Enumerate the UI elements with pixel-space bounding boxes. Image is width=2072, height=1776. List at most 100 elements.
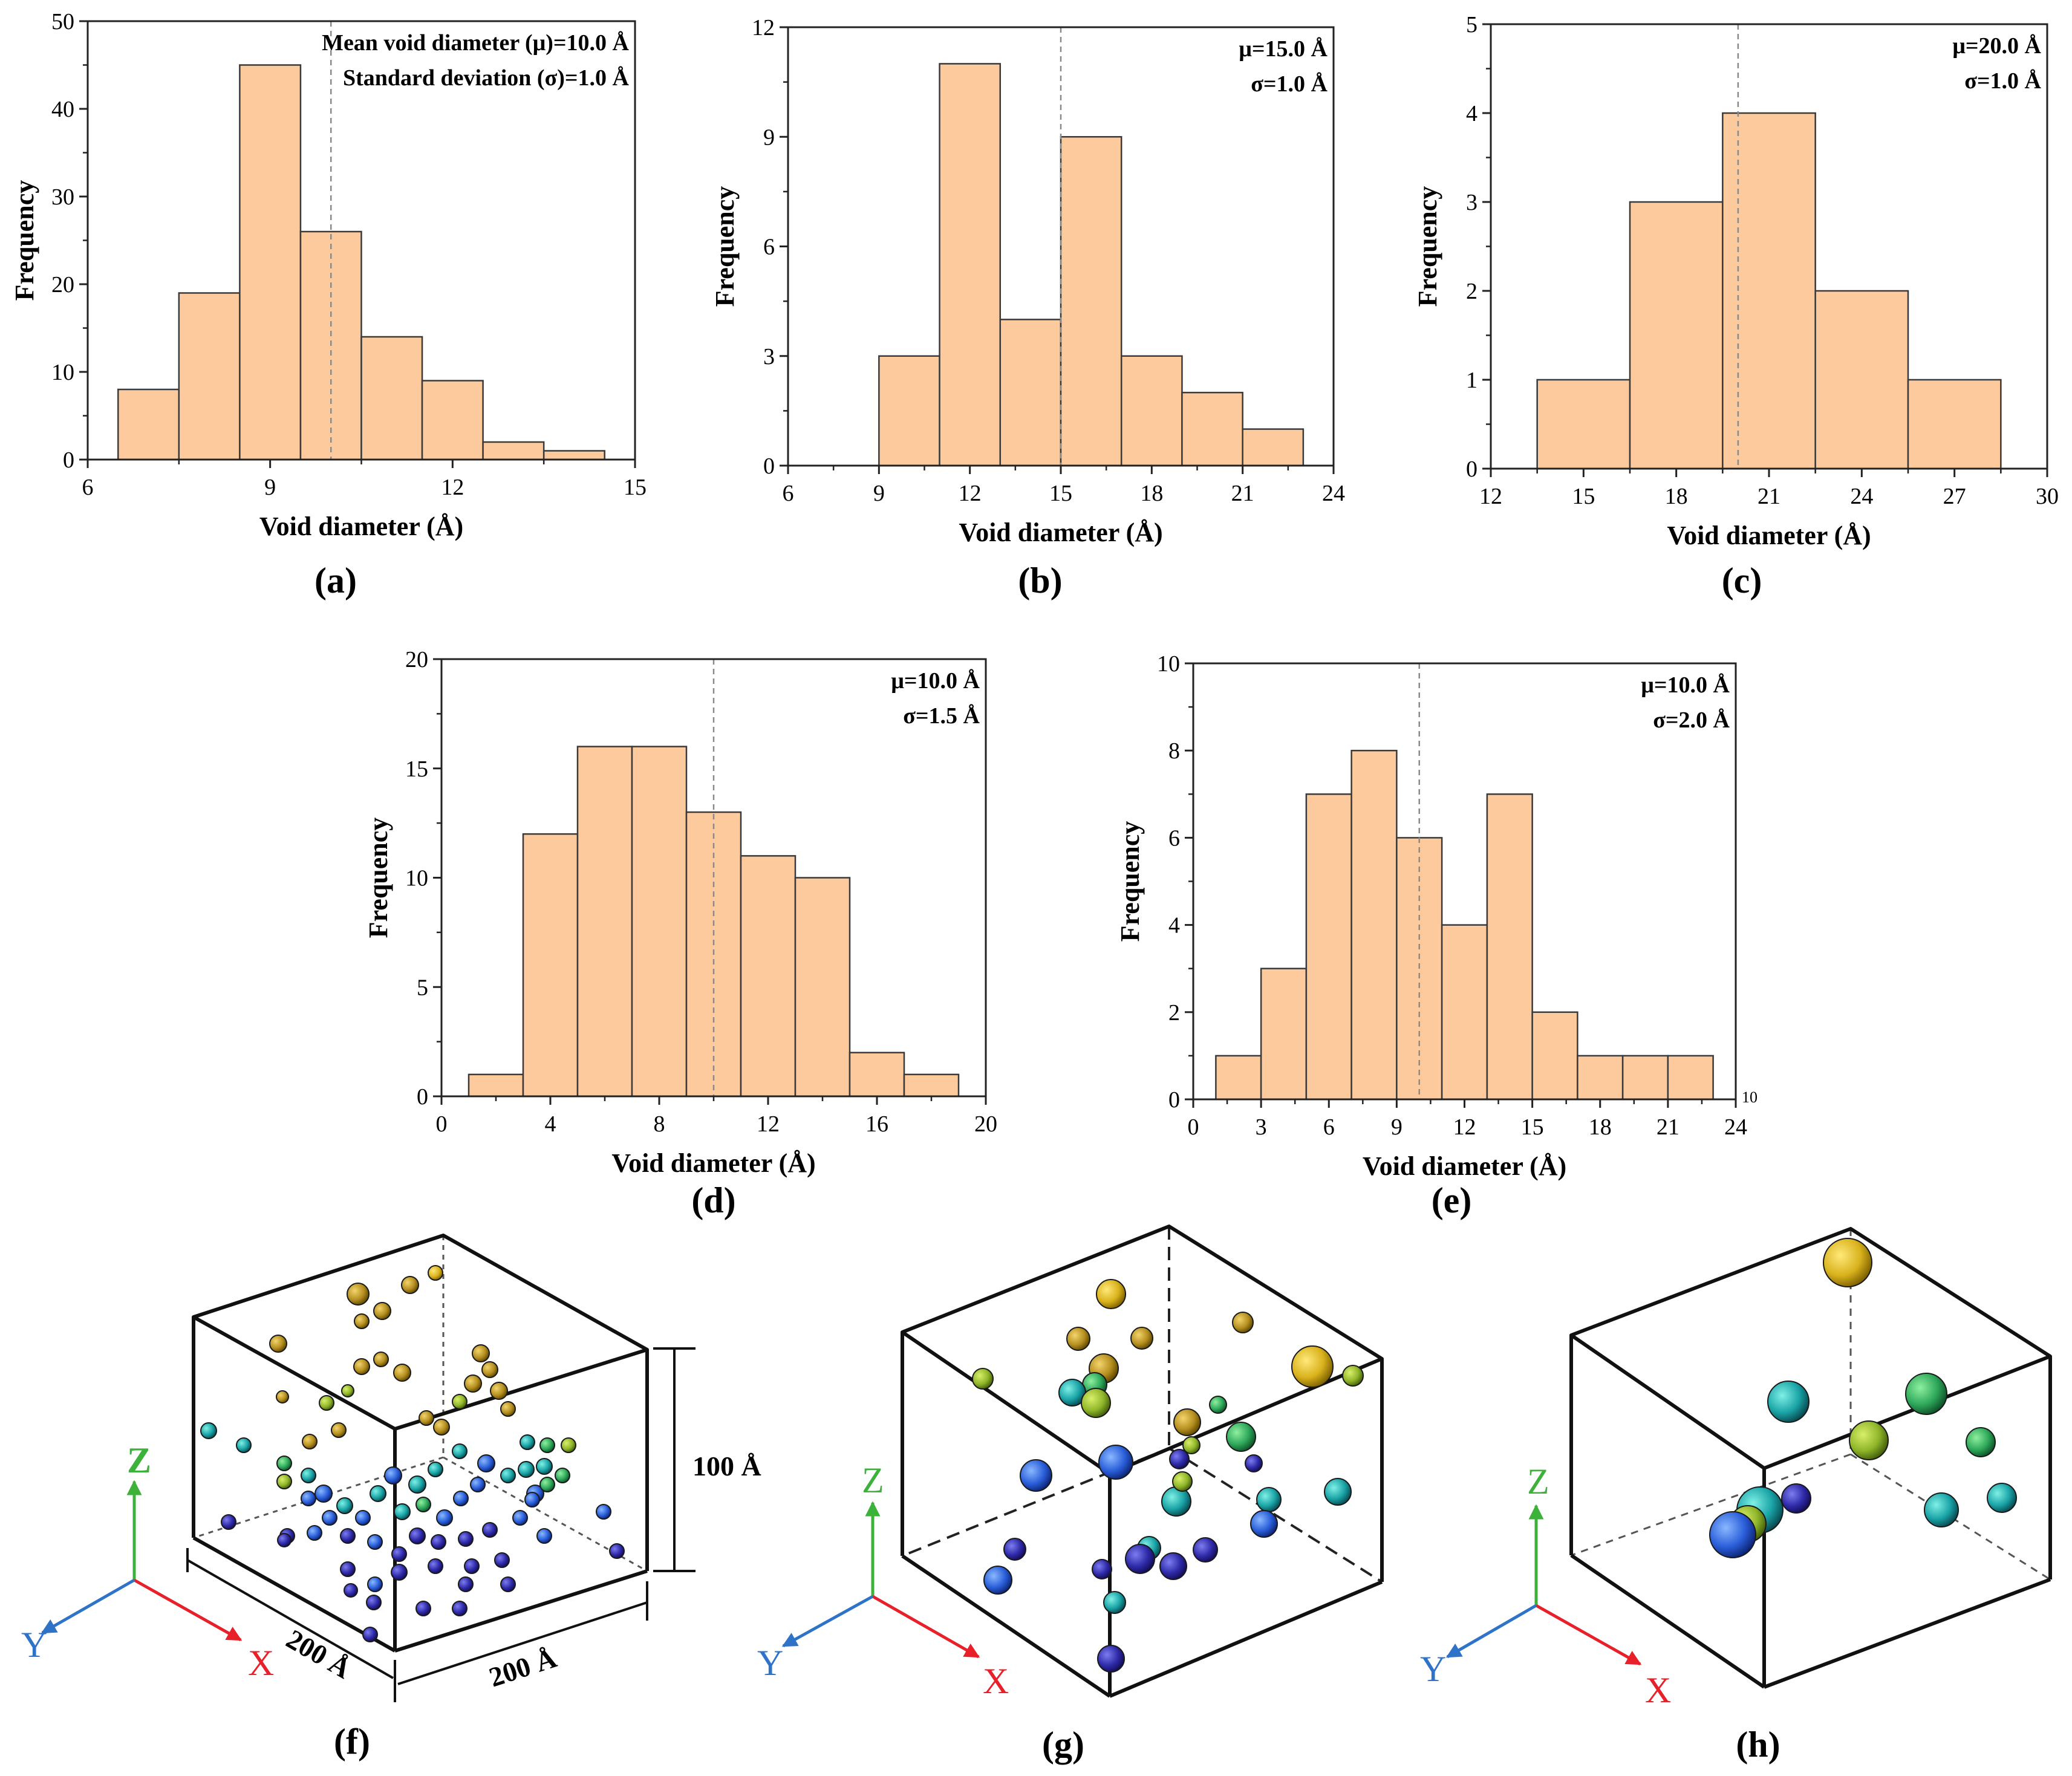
histogram-bar (421, 380, 484, 461)
axis-label-y: Y (21, 1625, 47, 1665)
y-tick-label: 10 (405, 866, 428, 891)
axis-label-z: Z (1527, 1462, 1549, 1501)
panel-label-b: (b) (1018, 561, 1062, 600)
box-visible-edges (901, 1225, 1384, 1698)
histogram-bar (1907, 379, 2002, 470)
histogram-bar (939, 63, 1002, 467)
x-tick-label: 0 (1188, 1114, 1199, 1140)
y-tick-label: 0 (1466, 457, 1477, 482)
y-axis-label: Frequency (1413, 186, 1442, 307)
y-tick-label: 4 (1168, 913, 1180, 938)
y-tick-label: 2 (1168, 1000, 1180, 1026)
panel-label-h: (h) (1736, 1725, 1780, 1765)
histogram-bar (360, 336, 423, 461)
y-tick-label: 6 (763, 235, 775, 260)
histogram-panel-a: 6 9 12 15 0 10 20 30 40 50 Void diameter (Å) Freque… (10, 9, 647, 541)
x-tick-label: 24 (1724, 1114, 1747, 1140)
histogram-bar (794, 877, 851, 1098)
histogram-bar (1531, 1011, 1578, 1101)
x-tick-label: 12 (757, 1111, 780, 1137)
histogram-bar (1260, 968, 1308, 1101)
x-tick-label: 16 (865, 1111, 888, 1137)
x-axis-label: Void diameter (Å) (259, 512, 463, 541)
dimension-lines (186, 1347, 696, 1702)
y-tick-label: 0 (1168, 1087, 1180, 1113)
box-hidden-edges (902, 1226, 1383, 1583)
y-tick-label: 5 (1466, 12, 1477, 37)
y-tick-label: 50 (51, 9, 74, 34)
axis-triad-g: Z X Y (757, 1460, 1009, 1701)
x-tick-label: 3 (1256, 1114, 1267, 1140)
axis-label-x: X (983, 1661, 1009, 1701)
histogram-bar (740, 855, 797, 1098)
stats-annotation: σ=2.0 Å (1653, 707, 1730, 733)
y-tick-label: 10 (1157, 651, 1180, 677)
x-tick-label: 6 (1323, 1114, 1335, 1140)
histogram-bar (1621, 1055, 1669, 1101)
axis-label-z: Z (127, 1440, 151, 1480)
x-axis-label: Void diameter (Å) (1363, 1151, 1566, 1181)
y-axis-label: Frequency (1115, 821, 1145, 942)
histogram-bar (1060, 136, 1122, 467)
box-hidden-edges (193, 1235, 648, 1572)
y-tick-label: 10 (51, 360, 74, 385)
x-tick-label: 21 (1758, 484, 1780, 509)
y-tick-label: 20 (51, 272, 74, 298)
histogram-bar (1722, 112, 1816, 470)
stats-annotation: μ=15.0 Å (1239, 36, 1328, 62)
x-tick-label: 18 (1665, 484, 1688, 509)
histogram-panel-d: 0 4 8 12 16 20 0 5 10 15 20 Void diameter (Å) Freque… (363, 647, 997, 1178)
histogram-bar (1305, 793, 1352, 1101)
y-tick-label: 30 (51, 184, 74, 210)
histogram-bar (903, 1073, 960, 1098)
axis-label-y: Y (757, 1643, 783, 1683)
axis-label-y: Y (1420, 1649, 1446, 1689)
axis-label-x: X (1645, 1670, 1671, 1710)
panel-label-a: (a) (314, 561, 357, 600)
y-tick-label: 4 (1466, 101, 1477, 126)
x-tick-label: 12 (1479, 484, 1502, 509)
y-tick-label: 1 (1466, 368, 1477, 393)
y-tick-label: 3 (1466, 190, 1477, 215)
histogram-bar (1441, 924, 1488, 1101)
x-tick-label: 20 (974, 1111, 997, 1137)
x-tick-label: 15 (1521, 1114, 1544, 1140)
void-spheres (972, 1279, 1364, 1673)
dimension-depth-label: 200 Å (281, 1623, 356, 1684)
histogram-bar (178, 292, 241, 461)
histogram-bar (1667, 1055, 1714, 1101)
stats-annotation: μ=10.0 Å (1641, 672, 1730, 698)
x-tick-label: 9 (1391, 1114, 1403, 1140)
histogram-bar (1814, 290, 1909, 470)
box-visible-edges (1569, 1227, 2052, 1689)
dimension-height-label: 100 Å (692, 1451, 761, 1482)
histogram-bar (1242, 428, 1305, 467)
histogram-bar (117, 388, 180, 461)
x-tick-label: 18 (1140, 481, 1163, 506)
y-axis-label: Frequency (710, 186, 740, 307)
y-tick-label: 40 (51, 97, 74, 122)
box-visible-edges (192, 1234, 649, 1653)
x-tick-label: 30 (2036, 484, 2059, 509)
x-tick-label: 27 (1943, 484, 1966, 509)
x-tick-label: 9 (264, 475, 276, 500)
void-box-f: 100 Å 200 Å 200 Å (21, 1234, 761, 1702)
y-tick-label: 0 (763, 454, 775, 479)
axis-triad-f: Z X Y (21, 1440, 274, 1683)
histogram-bar (1215, 1055, 1262, 1101)
x-tick-label: 12 (441, 475, 464, 500)
histogram-bar (239, 64, 302, 461)
y-tick-label: 8 (1168, 738, 1180, 764)
void-spheres (200, 1265, 625, 1642)
histogram-bar (482, 441, 545, 461)
y-tick-label: 12 (752, 15, 775, 41)
panel-label-e: (e) (1432, 1180, 1472, 1220)
axis-label-x: X (248, 1643, 274, 1683)
stats-annotation: μ=10.0 Å (891, 668, 980, 694)
stray-tick-label: 10 (1742, 1088, 1758, 1106)
histogram-bar (1577, 1055, 1624, 1101)
x-tick-label: 12 (1453, 1114, 1476, 1140)
x-tick-label: 21 (1231, 481, 1254, 506)
histogram-bar (1181, 391, 1243, 467)
histogram-panel-b: 6 9 12 15 18 21 24 0 3 6 9 12 Void diameter (Å) Frequ… (710, 15, 1345, 547)
